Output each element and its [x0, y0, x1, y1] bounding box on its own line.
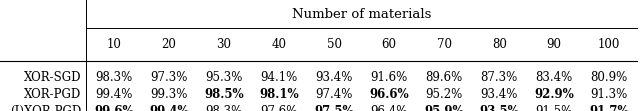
- Text: 98.3%: 98.3%: [95, 71, 132, 84]
- Text: 92.9%: 92.9%: [534, 88, 574, 101]
- Text: 95.2%: 95.2%: [426, 88, 463, 101]
- Text: 98.5%: 98.5%: [204, 88, 244, 101]
- Text: 20: 20: [161, 38, 177, 51]
- Text: 40: 40: [271, 38, 287, 51]
- Text: 90: 90: [547, 38, 562, 51]
- Text: 95.9%: 95.9%: [424, 104, 464, 111]
- Text: Number of materials: Number of materials: [292, 8, 431, 21]
- Text: 91.6%: 91.6%: [371, 71, 408, 84]
- Text: 93.4%: 93.4%: [316, 71, 353, 84]
- Text: XOR-SGD: XOR-SGD: [24, 71, 81, 84]
- Text: 93.5%: 93.5%: [479, 104, 519, 111]
- Text: 80.9%: 80.9%: [591, 71, 628, 84]
- Text: 83.4%: 83.4%: [536, 71, 573, 84]
- Text: 89.6%: 89.6%: [426, 71, 463, 84]
- Text: 91.7%: 91.7%: [589, 104, 629, 111]
- Text: 98.3%: 98.3%: [205, 104, 243, 111]
- Text: 97.5%: 97.5%: [314, 104, 354, 111]
- Text: 91.5%: 91.5%: [536, 104, 573, 111]
- Text: 94.1%: 94.1%: [260, 71, 298, 84]
- Text: 97.4%: 97.4%: [316, 88, 353, 101]
- Text: 99.3%: 99.3%: [150, 88, 188, 101]
- Text: 30: 30: [216, 38, 232, 51]
- Text: 10: 10: [106, 38, 122, 51]
- Text: 50: 50: [326, 38, 342, 51]
- Text: 60: 60: [381, 38, 397, 51]
- Text: 70: 70: [436, 38, 452, 51]
- Text: (I)XOR-PGD: (I)XOR-PGD: [10, 104, 81, 111]
- Text: 99.6%: 99.6%: [94, 104, 134, 111]
- Text: 93.4%: 93.4%: [481, 88, 518, 101]
- Text: 91.3%: 91.3%: [591, 88, 628, 101]
- Text: 87.3%: 87.3%: [481, 71, 518, 84]
- Text: 97.3%: 97.3%: [150, 71, 188, 84]
- Text: 99.4%: 99.4%: [95, 88, 132, 101]
- Text: XOR-PGD: XOR-PGD: [24, 88, 81, 101]
- Text: 80: 80: [492, 38, 507, 51]
- Text: 98.1%: 98.1%: [259, 88, 299, 101]
- Text: 97.6%: 97.6%: [260, 104, 298, 111]
- Text: 95.3%: 95.3%: [205, 71, 243, 84]
- Text: 100: 100: [598, 38, 620, 51]
- Text: 99.4%: 99.4%: [149, 104, 189, 111]
- Text: 96.4%: 96.4%: [371, 104, 408, 111]
- Text: 96.6%: 96.6%: [369, 88, 409, 101]
